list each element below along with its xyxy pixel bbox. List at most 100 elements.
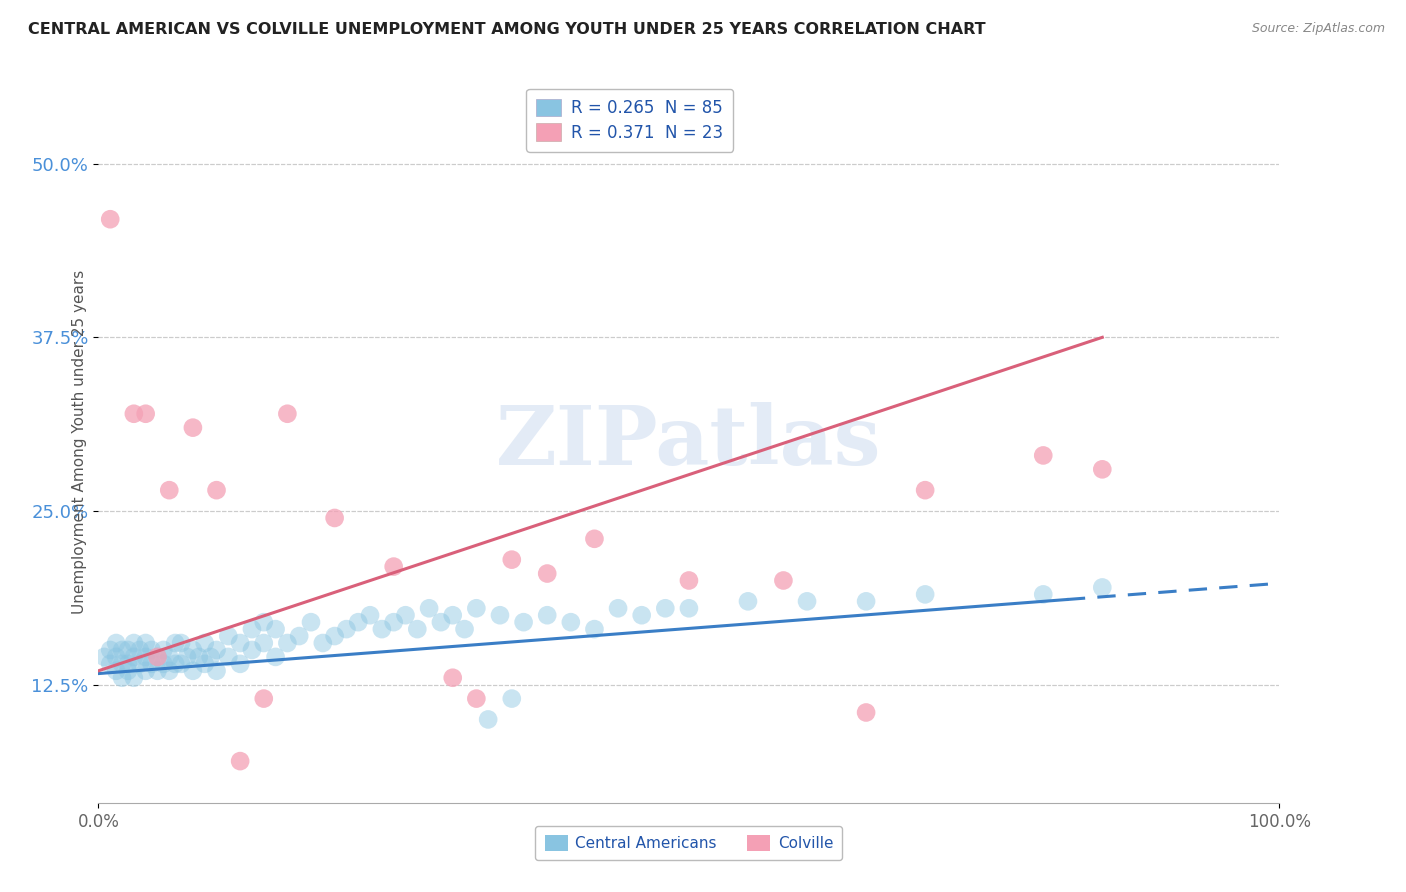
Point — [146, 649, 169, 664]
Point — [93, 649, 115, 664]
Point — [135, 407, 157, 421]
Point — [607, 601, 630, 615]
Point — [1091, 581, 1114, 595]
Point — [135, 636, 157, 650]
Point — [128, 657, 150, 671]
Text: ZIPatlas: ZIPatlas — [496, 401, 882, 482]
Point — [229, 754, 252, 768]
Point — [737, 594, 759, 608]
Point — [583, 532, 606, 546]
Point — [441, 671, 464, 685]
Point — [276, 636, 298, 650]
Point — [205, 483, 228, 498]
Point — [335, 622, 357, 636]
Point — [253, 636, 276, 650]
Point — [217, 629, 239, 643]
Point — [678, 574, 700, 588]
Point — [111, 643, 134, 657]
Text: Source: ZipAtlas.com: Source: ZipAtlas.com — [1251, 22, 1385, 36]
Point — [453, 622, 475, 636]
Point — [583, 622, 606, 636]
Point — [855, 594, 877, 608]
Point — [111, 671, 134, 685]
Point — [98, 212, 121, 227]
Point — [141, 657, 163, 671]
Point — [122, 636, 145, 650]
Point — [630, 608, 652, 623]
Point — [796, 594, 818, 608]
Point — [240, 643, 263, 657]
Point — [152, 643, 174, 657]
Point — [678, 601, 700, 615]
Point — [323, 511, 346, 525]
Point — [229, 636, 252, 650]
Point — [122, 671, 145, 685]
Point — [1032, 449, 1054, 463]
Point — [323, 629, 346, 643]
Point — [914, 483, 936, 498]
Point — [135, 649, 157, 664]
Point — [441, 608, 464, 623]
Point — [477, 713, 499, 727]
Point — [157, 483, 180, 498]
Point — [1032, 587, 1054, 601]
Point — [105, 636, 128, 650]
Point — [240, 622, 263, 636]
Point — [170, 657, 193, 671]
Point — [128, 643, 150, 657]
Point — [187, 649, 209, 664]
Point — [117, 664, 139, 678]
Point — [181, 643, 204, 657]
Point — [194, 657, 217, 671]
Point — [654, 601, 676, 615]
Point — [122, 407, 145, 421]
Point — [347, 615, 370, 630]
Point — [394, 608, 416, 623]
Point — [560, 615, 582, 630]
Point — [382, 559, 405, 574]
Point — [152, 657, 174, 671]
Point — [98, 643, 121, 657]
Point — [200, 649, 222, 664]
Point — [371, 622, 394, 636]
Point — [146, 649, 169, 664]
Point — [855, 706, 877, 720]
Point — [122, 649, 145, 664]
Point — [288, 629, 311, 643]
Point — [117, 643, 139, 657]
Point — [111, 657, 134, 671]
Point — [465, 691, 488, 706]
Point — [141, 643, 163, 657]
Point — [165, 657, 187, 671]
Point — [418, 601, 440, 615]
Point — [181, 664, 204, 678]
Point — [217, 649, 239, 664]
Point — [914, 587, 936, 601]
Point — [264, 649, 287, 664]
Point — [276, 407, 298, 421]
Point — [359, 608, 381, 623]
Point — [501, 691, 523, 706]
Point — [253, 615, 276, 630]
Point — [105, 664, 128, 678]
Point — [135, 664, 157, 678]
Point — [117, 657, 139, 671]
Point — [772, 574, 794, 588]
Point — [105, 649, 128, 664]
Point — [205, 643, 228, 657]
Point — [299, 615, 322, 630]
Point — [253, 691, 276, 706]
Point — [157, 649, 180, 664]
Point — [146, 664, 169, 678]
Point — [430, 615, 453, 630]
Point — [489, 608, 512, 623]
Y-axis label: Unemployment Among Youth under 25 years: Unemployment Among Youth under 25 years — [72, 269, 87, 614]
Point — [165, 636, 187, 650]
Point — [536, 566, 558, 581]
Point — [512, 615, 534, 630]
Point — [176, 649, 198, 664]
Legend: Central Americans, Colville: Central Americans, Colville — [536, 826, 842, 860]
Point — [501, 552, 523, 566]
Point — [1091, 462, 1114, 476]
Point — [465, 601, 488, 615]
